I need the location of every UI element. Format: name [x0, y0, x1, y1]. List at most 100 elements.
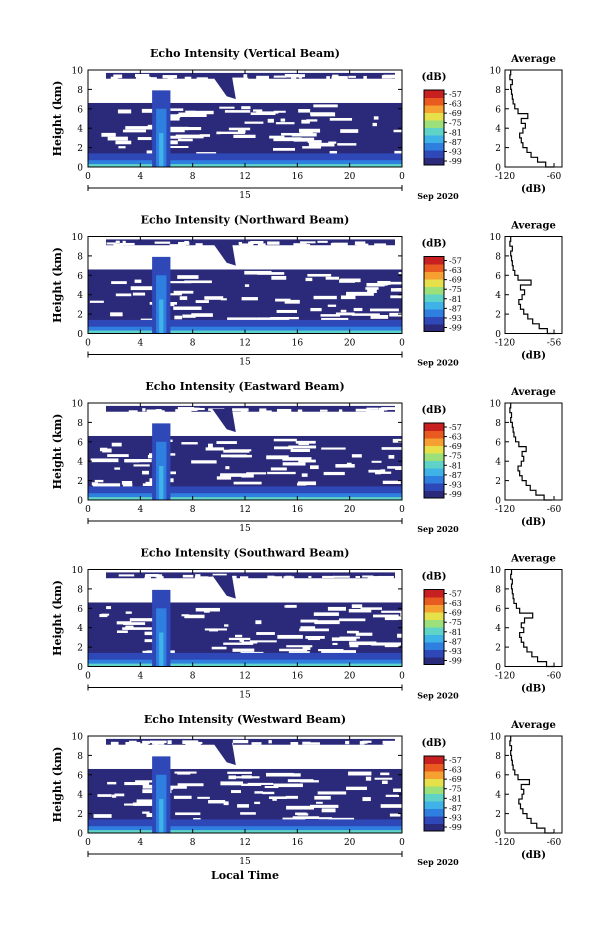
y-tick-label: 2 [77, 144, 83, 154]
heatmap-column [159, 799, 164, 833]
heatmap-gap [262, 791, 275, 795]
heatmap-gap [355, 632, 373, 636]
heatmap-gap [232, 648, 255, 652]
colorbar-swatch [424, 793, 444, 802]
y-tick-label: 10 [72, 566, 84, 576]
colorbar-tick-label: -57 [449, 756, 462, 765]
colorbar-tick-label: -81 [449, 461, 462, 470]
colorbar-frame [423, 89, 445, 166]
heatmap-gap [332, 642, 338, 646]
heatmap-upper-layer [106, 72, 395, 79]
heatmap-gap [321, 808, 336, 813]
heatmap-gap [380, 772, 390, 776]
heatmap-gap [390, 295, 405, 299]
heatmap-gap [314, 795, 331, 800]
heatmap-gap [244, 284, 250, 287]
heatmap-gap [381, 610, 405, 613]
colorbar-tick-label: -57 [449, 423, 462, 432]
heatmap-gap [328, 141, 337, 144]
heatmap-gap [309, 804, 339, 808]
heatmap-gap [275, 122, 295, 125]
heatmap-gap [299, 128, 321, 133]
heatmap-gap [184, 614, 205, 619]
heatmap-gap [325, 276, 340, 280]
colorbar-tick-label: -63 [449, 766, 462, 775]
colorbar-swatch [424, 627, 444, 635]
heatmap-gap [379, 471, 392, 474]
heatmap-gap [298, 244, 310, 248]
heatmap-gap [396, 288, 413, 292]
heatmap-gap [368, 469, 385, 473]
colorbar-swatch [424, 309, 444, 317]
heatmap-gap [332, 74, 339, 78]
heatmap-gap [175, 409, 192, 413]
x-tick-label: 0 [85, 172, 91, 182]
heatmap-gap [391, 616, 422, 620]
y-tick-label: 0 [77, 497, 83, 507]
average-y-tick-label: 10 [490, 400, 502, 410]
colorbar-unit: (dB) [422, 239, 447, 250]
heatmap-gap [102, 448, 112, 453]
average-title: Average [510, 387, 556, 398]
heatmap-gap [235, 634, 243, 638]
colorbar-swatch [424, 324, 444, 332]
heatmap-gap [254, 801, 261, 805]
heatmap-gap [220, 781, 244, 786]
heatmap-gap [111, 442, 122, 447]
colorbar-tick-label: -99 [449, 157, 462, 166]
x-tick-label: 20 [344, 838, 356, 848]
heatmap-gap [135, 73, 150, 78]
heatmap-gap [216, 441, 237, 444]
heatmap-gap [237, 804, 249, 808]
colorbar-tick-label: -93 [449, 480, 462, 489]
average-frame [504, 402, 563, 501]
heatmap-gap [252, 743, 256, 748]
heatmap-gap [181, 614, 190, 617]
heatmap-gap [225, 466, 230, 470]
heatmap-gap [295, 440, 316, 444]
heatmap-gap [318, 817, 333, 820]
heatmap-gap [125, 741, 141, 746]
heatmap-gap [167, 75, 174, 80]
average-y-tick-label: 10 [490, 233, 502, 243]
heatmap-gap [321, 447, 346, 450]
heatmap [88, 236, 427, 334]
average-y-tick-label: 6 [495, 605, 501, 615]
heatmap-gap [310, 742, 320, 745]
heatmap-gap [182, 314, 196, 318]
x-tick-label: 0 [399, 838, 405, 848]
average-y-tick-label: 4 [495, 291, 501, 301]
x-tick-label: 0 [399, 505, 405, 515]
heatmap-gap [365, 776, 372, 781]
heatmap-gap [373, 116, 379, 120]
x-tick-label: 4 [137, 505, 143, 515]
heatmap-gap [106, 606, 112, 610]
heatmap-gap [241, 641, 258, 644]
heatmap-gap [261, 317, 275, 321]
heatmap-gap [110, 741, 119, 746]
heatmap-gap [299, 628, 329, 632]
heatmap-gap [363, 75, 367, 80]
heatmap-gap [320, 409, 328, 412]
heatmap-gap [313, 295, 337, 300]
colorbar-swatch [424, 604, 444, 613]
heatmap-fall-streak [212, 741, 236, 766]
average-y-tick-label: 2 [495, 477, 501, 487]
heatmap-gap [250, 112, 276, 116]
chart-title: Echo Intensity (Westward Beam) [144, 713, 346, 726]
heatmap-gap [305, 277, 313, 282]
average-y-tick-label: 0 [495, 330, 501, 340]
heatmap-gap [175, 134, 204, 139]
colorbar-swatch [424, 649, 444, 658]
chart-panel-0: Echo Intensity (Vertical Beam) 0 2 4 6 8 10 Hei… [51, 47, 563, 201]
heatmap-gap [297, 481, 317, 486]
heatmap-gap [223, 801, 229, 806]
chart-panel-3: Echo Intensity (Southward Beam) 0 2 4 6 8 10 He… [51, 547, 563, 701]
heatmap-gap [239, 639, 244, 642]
heatmap-gap [321, 650, 343, 655]
x-tick-label: 16 [292, 172, 304, 182]
heatmap-gap [365, 287, 379, 290]
heatmap-gap [229, 449, 252, 452]
colorbar-swatch [424, 294, 444, 302]
heatmap-gap [231, 790, 241, 794]
